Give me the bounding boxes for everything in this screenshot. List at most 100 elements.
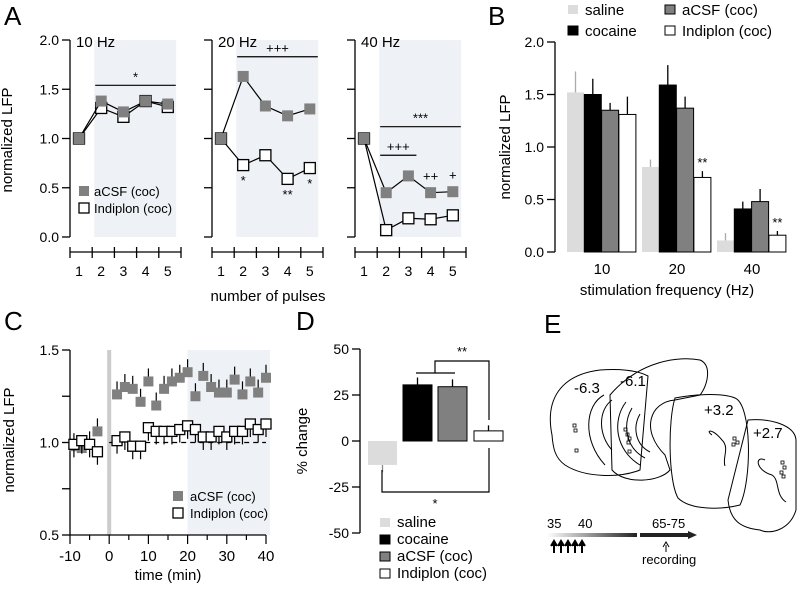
x-tick-label: 4 (284, 263, 292, 279)
x-tick-label: 4 (427, 263, 435, 279)
brain-section-outline (609, 358, 708, 481)
y-tick-label: 1.5 (40, 342, 60, 358)
x-tick-label: 1 (360, 263, 368, 279)
y-tick-label: 1.0 (40, 435, 60, 451)
data-point-acsf (261, 372, 271, 383)
timeline-label: 40 (578, 516, 592, 531)
y-axis-label: normalized LFP (0, 87, 16, 192)
significance-label: ** (457, 344, 467, 359)
data-point-indiplon (281, 172, 294, 186)
subplot-title: 10 Hz (76, 34, 115, 51)
data-point-acsf (447, 186, 459, 198)
y-tick-label: -25 (329, 479, 349, 495)
data-point-indiplon (119, 431, 131, 443)
timeline-bar (547, 533, 637, 537)
bar-cocaine (658, 84, 677, 253)
brain-section-outline (588, 394, 613, 466)
data-point-indiplon (236, 425, 249, 438)
legend-label: Indiplon (coc) (397, 565, 487, 582)
brain-section-outline (757, 458, 787, 503)
data-point-indiplon (91, 446, 104, 458)
data-point-acsf (229, 374, 240, 385)
data-point-acsf (425, 187, 437, 199)
bar-saline (642, 166, 659, 252)
significance-label: ** (772, 215, 782, 230)
data-point-indiplon (172, 507, 184, 519)
data-point-acsf (259, 100, 271, 112)
data-point-acsf (402, 170, 414, 182)
x-tick-label: 10 (594, 261, 611, 278)
significance-label: ** (697, 155, 707, 170)
panel-e (549, 358, 797, 533)
legend-swatch (379, 551, 391, 562)
bar-acsf (751, 201, 770, 253)
legend-swatch (379, 534, 391, 545)
x-axis-label: stimulation frequency (Hz) (580, 282, 754, 299)
data-point-acsf (92, 426, 103, 437)
subplot-title: 40 Hz (361, 34, 400, 51)
bar-acsf (601, 109, 620, 253)
data-point-acsf (215, 133, 227, 144)
data-point-acsf (282, 110, 294, 122)
data-point-acsf (190, 391, 201, 402)
data-point-acsf (73, 133, 85, 144)
legend-label: Indiplon (coc) (682, 23, 772, 40)
y-tick-label: 1.5 (525, 87, 545, 103)
data-point-acsf (174, 372, 185, 383)
y-axis-label: normalized LFP (1, 387, 18, 492)
data-point-indiplon (260, 418, 272, 430)
bar-indiplon (768, 234, 787, 253)
legend-swatch (568, 5, 578, 14)
data-point-acsf (112, 389, 123, 400)
data-point-indiplon (424, 213, 437, 226)
bar-saline (717, 240, 734, 252)
legend-swatch (380, 518, 390, 527)
data-point-acsf (221, 387, 232, 398)
panel-label-e: E (544, 309, 561, 339)
y-tick-label: -50 (329, 525, 349, 541)
y-tick-label: 0.5 (40, 180, 60, 196)
bar-acsf (676, 107, 695, 253)
significance-label: *** (413, 111, 428, 126)
y-tick-label: 0.5 (40, 527, 60, 543)
data-point-acsf (380, 187, 392, 199)
significance-label: ** (283, 187, 293, 202)
significance-label: + (449, 168, 457, 183)
data-point-acsf (117, 106, 129, 118)
y-tick-label: 0 (341, 433, 349, 449)
data-point-indiplon (78, 202, 90, 214)
data-point-acsf (237, 389, 248, 400)
legend-swatch (379, 568, 391, 579)
x-tick-label: 1 (217, 263, 225, 279)
brain-section-outline (727, 419, 797, 533)
panel-label-a: A (4, 1, 22, 31)
y-tick-label: 25 (333, 387, 349, 403)
subplot-title: 20 Hz (218, 34, 257, 51)
data-point-acsf (206, 382, 217, 392)
data-point-acsf (173, 491, 183, 501)
bar-indiplon (618, 113, 637, 253)
data-point-acsf (245, 376, 256, 387)
significance-label: +++ (266, 41, 289, 56)
recording-site-markers (572, 423, 787, 479)
bar-cocaine (733, 208, 752, 253)
legend-label: cocaine (585, 23, 637, 40)
timeline-bar (640, 533, 688, 537)
bar-acsf (437, 386, 468, 442)
data-point-indiplon (237, 158, 250, 172)
data-point-indiplon (446, 209, 459, 222)
timeline-arrowhead-icon (688, 531, 697, 539)
x-tick-label: 1 (75, 263, 83, 279)
data-point-acsf (198, 370, 209, 381)
x-tick-label: 3 (405, 263, 413, 279)
data-point-acsf (237, 70, 249, 82)
y-tick-label: 1.0 (525, 139, 545, 155)
legend-label: Indiplon (coc) (94, 201, 172, 216)
y-tick-label: 0.0 (40, 229, 60, 245)
y-tick-label: 2.0 (525, 34, 545, 50)
data-point-acsf (159, 383, 170, 394)
bar-saline (368, 441, 397, 465)
x-axis-label: time (min) (135, 567, 202, 584)
data-point-indiplon (402, 212, 415, 225)
